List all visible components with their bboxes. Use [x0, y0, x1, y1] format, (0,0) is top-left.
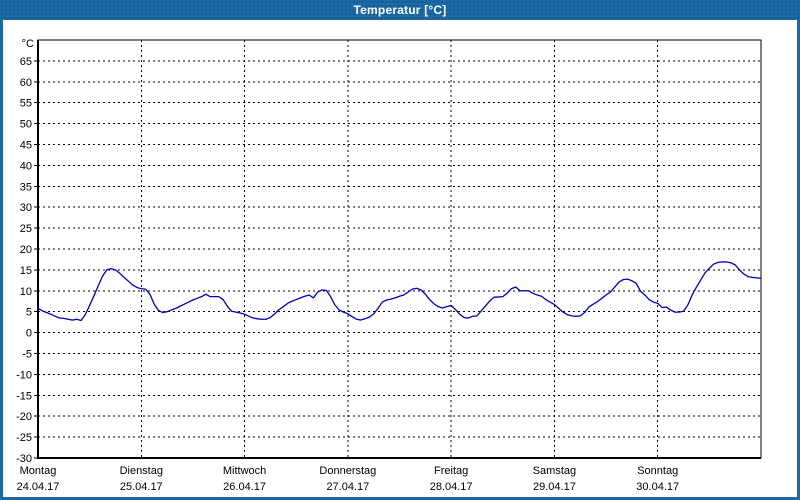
x-date-label: 28.04.17 — [430, 481, 473, 493]
x-date-label: 29.04.17 — [533, 481, 576, 493]
x-date-label: 25.04.17 — [120, 481, 163, 493]
x-day-label: Samstag — [533, 465, 576, 477]
x-date-label: 30.04.17 — [636, 481, 679, 493]
x-day-label: Montag — [20, 465, 57, 477]
title-bar[interactable]: Temperatur [°C] — [0, 0, 800, 20]
y-tick-label: 0 — [26, 328, 32, 340]
x-day-label: Sonntag — [637, 465, 678, 477]
y-axis-unit-label: °C — [22, 38, 34, 50]
y-tick-label: -20 — [16, 411, 32, 423]
y-tick-label: -30 — [16, 453, 32, 465]
x-day-label: Dienstag — [120, 465, 163, 477]
y-tick-label: 40 — [20, 160, 32, 172]
y-tick-label: 30 — [20, 202, 32, 214]
y-tick-label: -5 — [22, 349, 32, 361]
y-tick-label: -15 — [16, 390, 32, 402]
x-date-label: 24.04.17 — [17, 481, 60, 493]
y-tick-label: 60 — [20, 77, 32, 89]
temperature-chart-svg: 65605550454035302520151050-5-10-15-20-25… — [16, 38, 762, 493]
y-tick-label: 50 — [20, 119, 32, 131]
x-day-label: Mittwoch — [223, 465, 266, 477]
y-tick-label: 10 — [20, 286, 32, 298]
x-date-label: 27.04.17 — [326, 481, 369, 493]
y-tick-label: -25 — [16, 432, 32, 444]
x-day-label: Donnerstag — [319, 465, 376, 477]
window-title: Temperatur [°C] — [353, 3, 447, 17]
y-tick-label: 25 — [20, 223, 32, 235]
temperature-line — [37, 261, 762, 322]
x-day-label: Freitag — [434, 465, 468, 477]
y-tick-label: 55 — [20, 98, 32, 110]
y-tick-label: 65 — [20, 56, 32, 68]
x-date-label: 26.04.17 — [223, 481, 266, 493]
y-tick-label: 5 — [26, 307, 32, 319]
chart-area: 65 60 55 50 45 40 35 30 25 20 15 10 5 0 -5 -10 -15 -20 -25… — [3, 20, 797, 497]
y-tick-label: 35 — [20, 181, 32, 193]
y-tick-label: 20 — [20, 244, 32, 256]
y-tick-label: -10 — [16, 369, 32, 381]
y-tick-label: 45 — [20, 140, 32, 152]
y-tick-label: 15 — [20, 265, 32, 277]
